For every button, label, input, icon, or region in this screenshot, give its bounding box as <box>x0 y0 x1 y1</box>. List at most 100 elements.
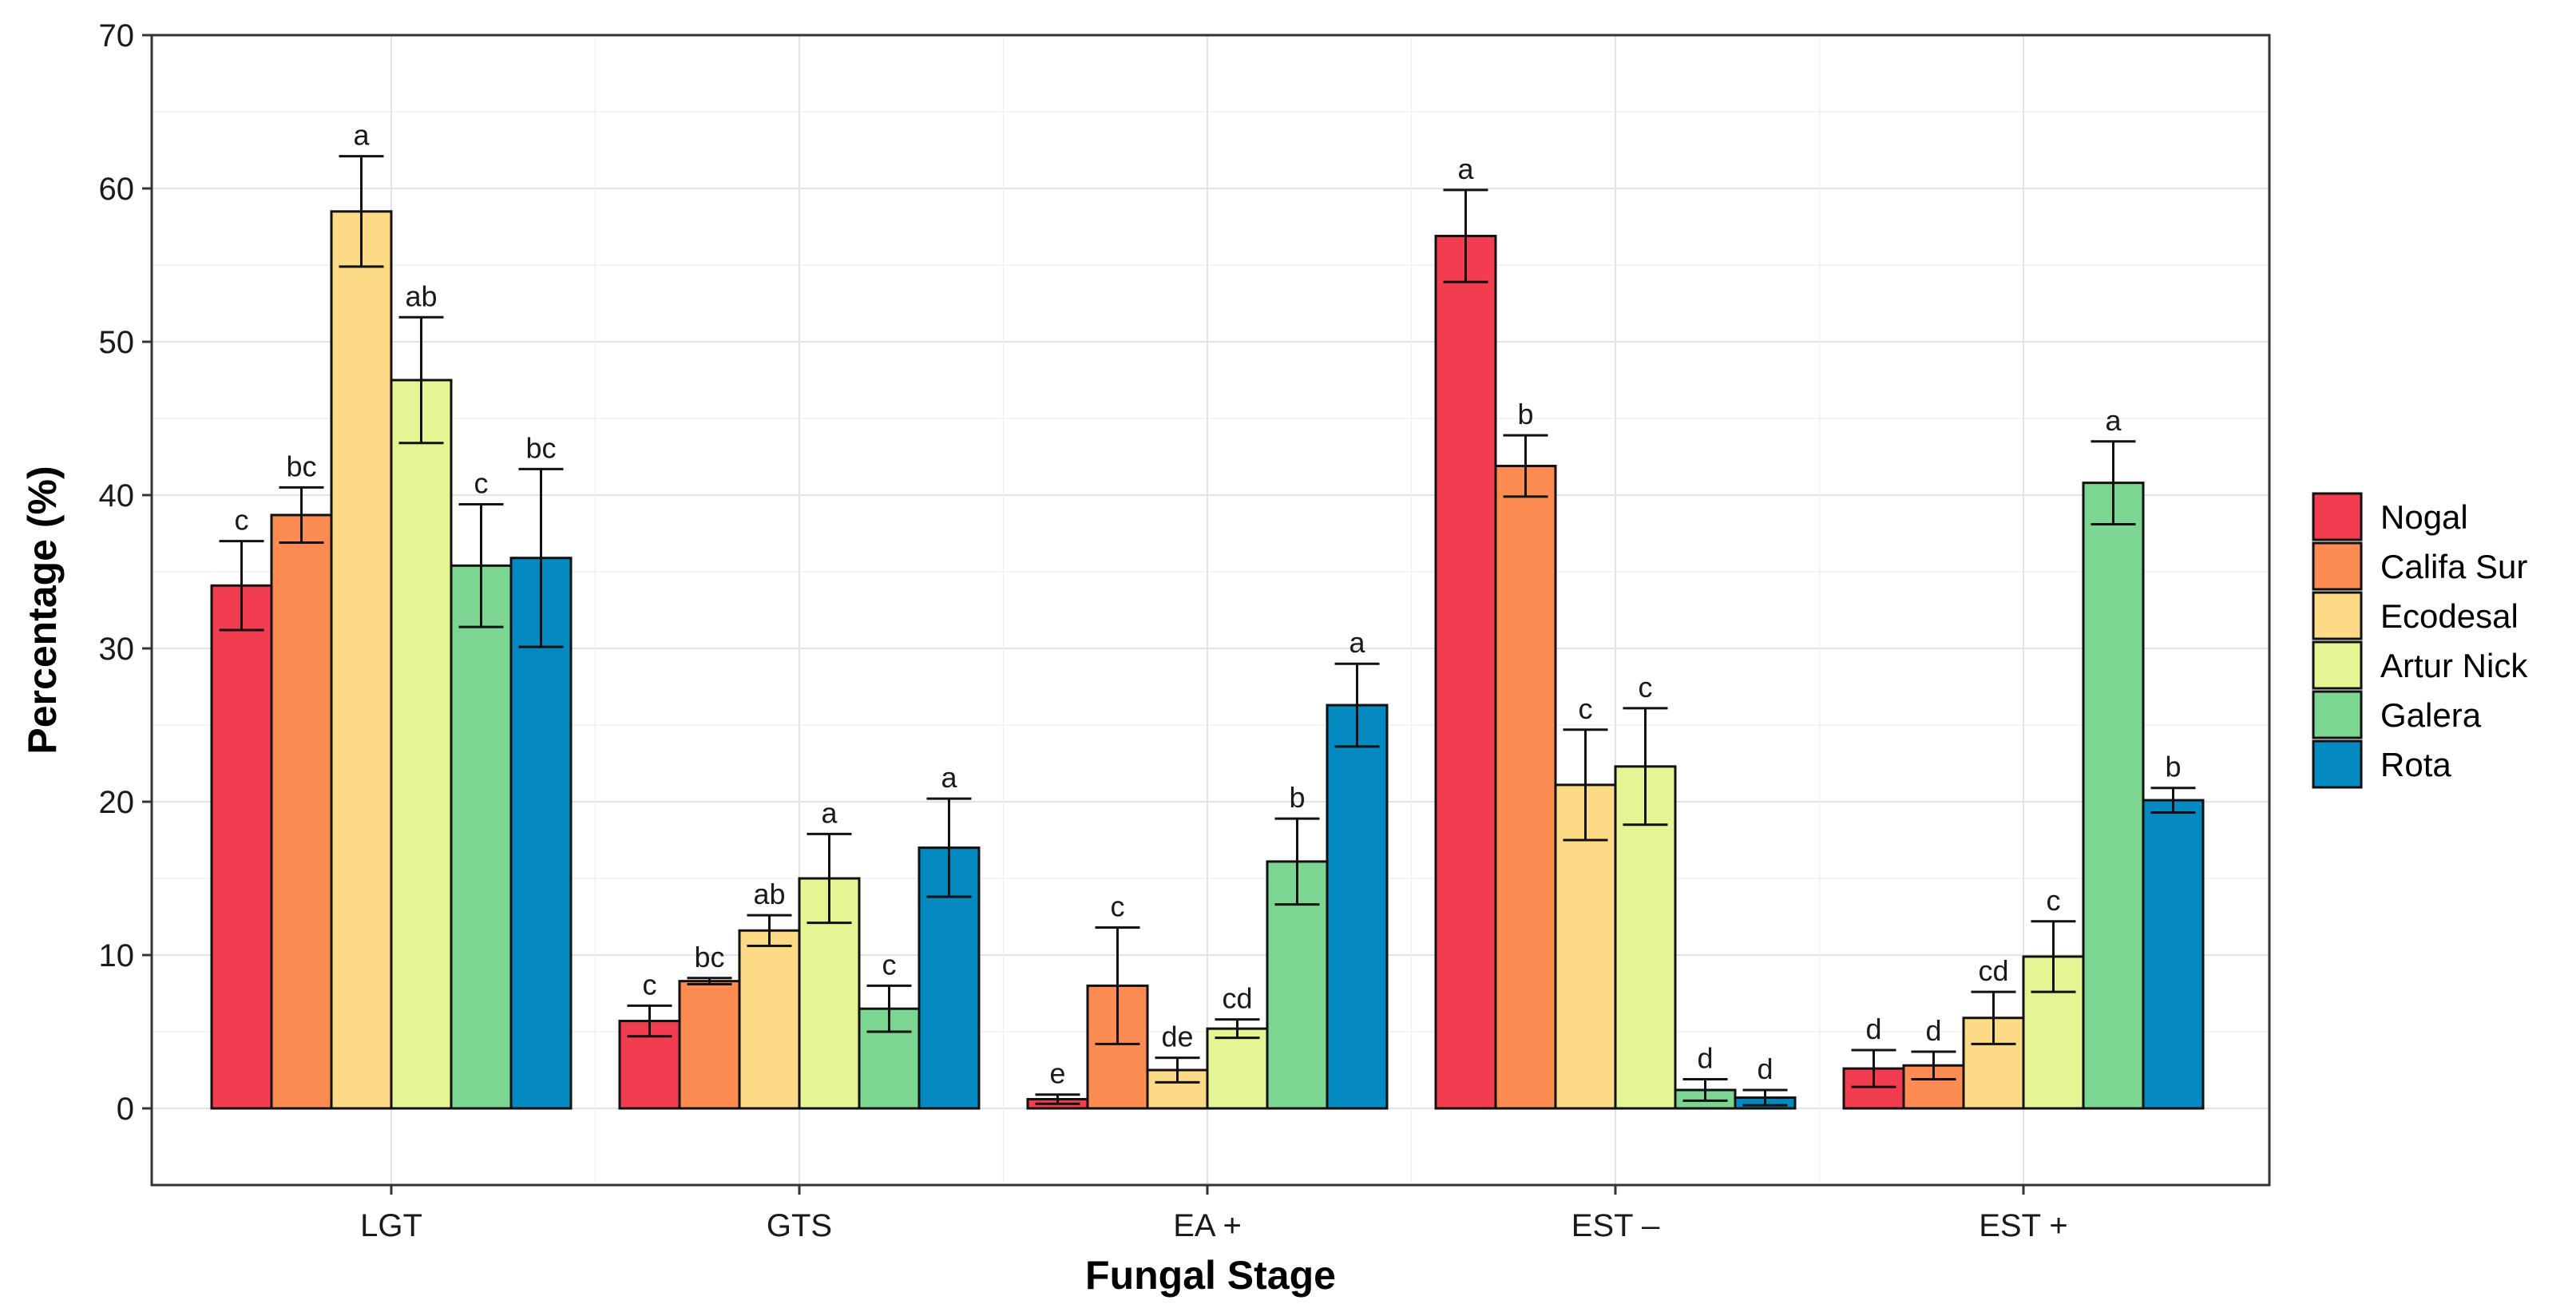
significance-letter: c <box>2047 884 2061 917</box>
error-bar-califa-sur-lgt <box>279 486 324 545</box>
x-axis-title: Fungal Stage <box>1085 1253 1336 1298</box>
y-tick-label: 30 <box>99 632 135 667</box>
significance-letter: c <box>643 968 657 1001</box>
bar-rota-ea <box>1326 704 1389 1110</box>
legend-swatch <box>2312 541 2363 591</box>
legend-swatch <box>2312 690 2363 739</box>
significance-letter: d <box>1757 1052 1773 1085</box>
error-bar-rota-ea <box>1334 662 1380 748</box>
significance-letter: ab <box>405 279 437 312</box>
significance-letter: c <box>1639 671 1653 704</box>
bar-galera-lgt <box>450 564 513 1110</box>
significance-letter: a <box>1349 626 1365 659</box>
significance-letter: b <box>1289 781 1305 814</box>
error-bar-nogal-lgt <box>219 540 264 632</box>
y-tick-label: 60 <box>99 172 135 207</box>
error-bar-galera-ea <box>1274 817 1320 906</box>
significance-letter: ab <box>753 878 785 910</box>
significance-letter: d <box>1865 1013 1881 1045</box>
legend-label: Rota <box>2380 746 2451 783</box>
legend-item-rota: Rota <box>2312 739 2451 789</box>
error-bar-galera-lgt <box>458 503 504 628</box>
error-bar-artur-nick-ea <box>1215 1018 1260 1040</box>
error-bar-nogal-est <box>1443 188 1488 283</box>
legend-label: Califa Sur <box>2380 548 2527 585</box>
error-bar-nogal-gts <box>627 1004 672 1038</box>
error-bar-califa-sur-est <box>1911 1050 1956 1081</box>
y-tick-label: 0 <box>117 1092 134 1127</box>
x-tick-label-est: EST + <box>1979 1208 2068 1243</box>
bar-galera-est <box>2082 482 2145 1110</box>
significance-letter: cd <box>1222 982 1252 1015</box>
error-bar-artur-nick-est <box>1623 707 1668 826</box>
bar-artur-nick-ea <box>1206 1027 1269 1110</box>
y-tick-label: 50 <box>99 325 135 360</box>
bar-rota-est <box>2142 799 2205 1110</box>
bar-ecodesal-gts <box>738 929 801 1110</box>
x-tick-label-lgt: LGT <box>360 1208 422 1243</box>
error-bar-galera-est <box>1682 1078 1728 1102</box>
legend-label: Ecodesal <box>2380 597 2519 635</box>
significance-letter: d <box>1697 1042 1713 1075</box>
significance-letter: e <box>1049 1057 1065 1090</box>
significance-letter: b <box>2165 751 2181 783</box>
y-tick-label: 40 <box>99 478 135 513</box>
bar-califa-sur-lgt <box>270 513 333 1110</box>
significance-letter: a <box>821 796 838 829</box>
significance-letter: a <box>941 761 957 794</box>
legend-swatch <box>2312 591 2363 640</box>
error-bar-rota-lgt <box>518 467 564 648</box>
error-bars <box>219 155 2196 1107</box>
error-bar-ecodesal-ea <box>1155 1056 1200 1084</box>
significance-letter: c <box>235 504 249 537</box>
bar-ecodesal-lgt <box>330 210 393 1110</box>
error-bar-rota-est <box>2150 787 2196 814</box>
y-tick-label: 70 <box>99 18 135 54</box>
significance-letter: bc <box>694 941 724 973</box>
legend-label: Galera <box>2380 696 2482 734</box>
significance-letter: c <box>1579 692 1593 725</box>
bar-califa-sur-gts <box>678 980 741 1110</box>
significance-letter: c <box>1111 890 1125 922</box>
error-bar-artur-nick-est <box>2031 920 2076 993</box>
legend-item-galera: Galera <box>2312 690 2482 739</box>
error-bar-galera-gts <box>866 984 912 1033</box>
significance-letter: a <box>353 119 370 152</box>
significance-letter: c <box>474 467 489 500</box>
plot-panel-border <box>150 34 2271 1187</box>
x-tick-label-ea: EA + <box>1173 1208 1242 1243</box>
error-bar-califa-sur-est <box>1503 434 1548 498</box>
error-bar-rota-est <box>1742 1088 1788 1107</box>
significance-letters: c c e a d bc bc c b d a ab de c cd ab a cd c c c c b d a bc a a d b <box>235 119 2182 1090</box>
legend-item-ecodesal: Ecodesal <box>2312 591 2519 640</box>
axes: 0 10 20 30 40 50 60 70 LGT GTS EA + EST – EST + <box>99 18 2068 1243</box>
bar-artur-nick-lgt <box>390 379 453 1110</box>
legend: Nogal Califa Sur Ecodesal Artur Nick Galera R… <box>2312 492 2528 789</box>
significance-letter: bc <box>525 431 556 464</box>
y-tick-label: 10 <box>99 938 135 973</box>
legend-item-nogal: Nogal <box>2312 492 2468 541</box>
error-bar-galera-est <box>2091 440 2136 525</box>
error-bar-rota-gts <box>926 797 972 898</box>
y-tick-label: 20 <box>99 785 135 820</box>
legend-swatch <box>2312 739 2363 789</box>
significance-letter: de <box>1161 1021 1193 1053</box>
legend-item-califa-sur: Califa Sur <box>2312 541 2527 591</box>
bar-rota-lgt <box>509 557 573 1110</box>
significance-letter: cd <box>1978 954 2008 987</box>
error-bar-artur-nick-gts <box>806 832 852 925</box>
significance-letter: b <box>1517 398 1533 430</box>
error-bar-ecodesal-lgt <box>339 155 384 268</box>
significance-letter: d <box>1925 1014 1941 1047</box>
legend-label: Nogal <box>2380 498 2468 536</box>
error-bar-ecodesal-est <box>1563 728 1608 842</box>
significance-letter: c <box>882 948 897 981</box>
error-bar-ecodesal-gts <box>747 914 792 947</box>
legend-item-artur-nick: Artur Nick <box>2312 640 2528 690</box>
legend-swatch <box>2312 640 2363 690</box>
error-bar-califa-sur-gts <box>687 977 732 985</box>
x-tick-label-gts: GTS <box>767 1208 832 1243</box>
bar-califa-sur-est <box>1494 465 1557 1110</box>
error-bar-ecodesal-est <box>1971 990 2016 1045</box>
